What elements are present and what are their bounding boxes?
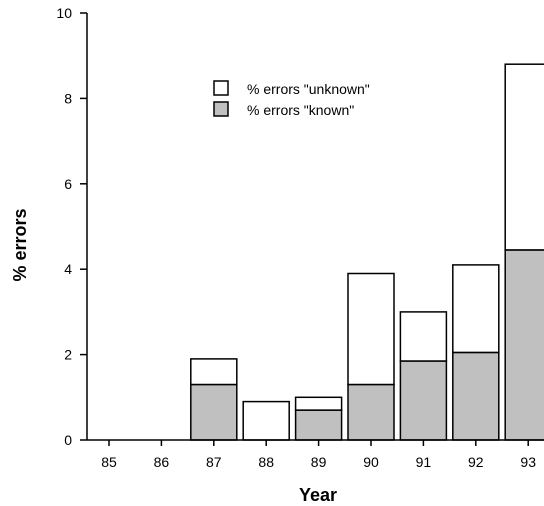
y-tick-label-10: 10 <box>56 5 72 21</box>
bar-unknown-92 <box>452 264 500 354</box>
x-tick-label-87: 87 <box>206 454 222 470</box>
bar-unknown-93 <box>504 63 544 251</box>
x-ticks-group: 85 86 87 88 89 90 91 92 93 <box>101 440 536 470</box>
x-tick-label-88: 88 <box>258 454 274 470</box>
legend-label-unknown: % errors "unknown" <box>247 81 370 97</box>
bar-unknown-87 <box>190 358 238 386</box>
x-tick-label-86: 86 <box>154 454 170 470</box>
bar-known-93 <box>504 249 544 441</box>
x-tick-label-91: 91 <box>416 454 432 470</box>
x-tick-label-92: 92 <box>468 454 484 470</box>
x-axis-title: Year <box>299 485 337 505</box>
legend-swatch-unknown <box>213 80 229 96</box>
bar-known-92 <box>452 351 500 441</box>
y-tick-label-0: 0 <box>64 432 72 448</box>
x-tick-label-85: 85 <box>101 454 117 470</box>
bar-known-87 <box>190 383 238 441</box>
y-tick-label-2: 2 <box>64 347 72 363</box>
bar-known-91 <box>399 360 448 441</box>
legend: % errors "unknown" % errors "known" <box>213 80 370 118</box>
bar-unknown-89 <box>294 396 343 411</box>
y-tick-label-8: 8 <box>64 90 72 106</box>
bar-known-90 <box>347 383 395 441</box>
bar-unknown-91 <box>399 311 448 362</box>
y-axis-title: % errors <box>10 208 30 281</box>
legend-swatch-known <box>213 101 229 117</box>
y-ticks-group: 0 2 4 6 8 10 <box>56 5 87 448</box>
x-tick-label-93: 93 <box>520 454 536 470</box>
bar-unknown-90 <box>347 272 395 386</box>
x-tick-label-89: 89 <box>311 454 327 470</box>
bars-group <box>190 63 544 441</box>
legend-label-known: % errors "known" <box>247 102 354 118</box>
y-tick-label-4: 4 <box>64 261 72 277</box>
bar-known-89 <box>294 409 343 441</box>
bar-unknown-88 <box>242 400 290 441</box>
x-tick-label-90: 90 <box>363 454 379 470</box>
y-tick-label-6: 6 <box>64 176 72 192</box>
axes-group <box>86 13 544 441</box>
